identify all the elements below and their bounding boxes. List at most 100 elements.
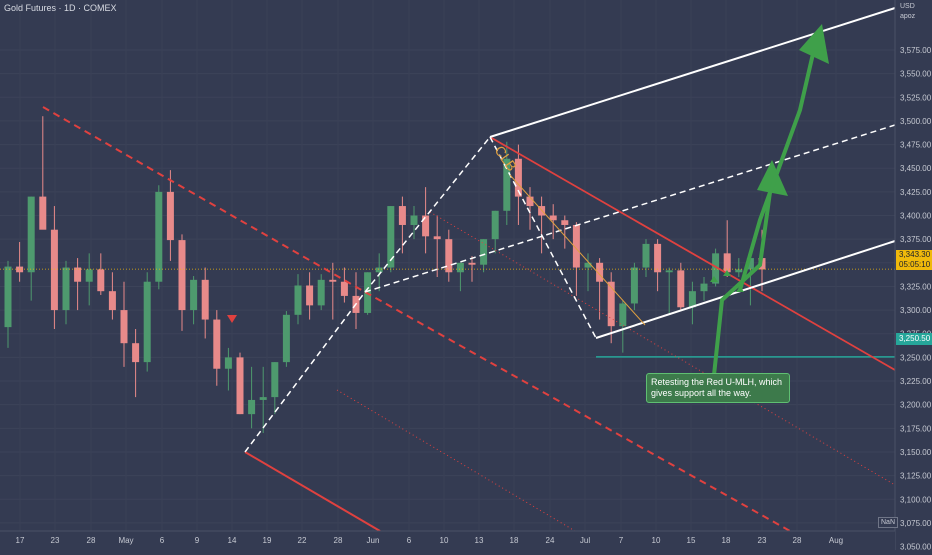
time-tick-label: 7 bbox=[619, 536, 624, 545]
candle-body bbox=[74, 267, 82, 282]
small-up-arrow bbox=[736, 286, 744, 292]
time-tick-label: 17 bbox=[16, 536, 25, 545]
candle-body bbox=[654, 243, 662, 273]
price-tick-label: 3,125.00 bbox=[900, 472, 932, 481]
time-tick-label: May bbox=[118, 536, 133, 545]
candle-body bbox=[120, 310, 128, 344]
currency-box[interactable]: USD apoz bbox=[900, 2, 930, 22]
time-tick-label: 19 bbox=[263, 536, 272, 545]
candle-body bbox=[735, 269, 743, 273]
price-tick-label: 3,225.00 bbox=[900, 377, 932, 386]
candle-body bbox=[4, 266, 12, 328]
time-tick-label: 23 bbox=[758, 536, 767, 545]
candle-body bbox=[85, 269, 93, 282]
candle-body bbox=[677, 270, 685, 308]
green-arrow-head-top bbox=[799, 24, 829, 64]
candle-body bbox=[630, 267, 638, 304]
candle-body bbox=[16, 266, 24, 273]
time-tick-label: 28 bbox=[334, 536, 343, 545]
currency-sub: apoz bbox=[900, 13, 916, 20]
candle-body bbox=[422, 215, 430, 237]
candle-body bbox=[723, 253, 731, 273]
callout-note: Retesting the Red U-MLH, which gives sup… bbox=[646, 373, 790, 403]
candle-body bbox=[456, 262, 464, 273]
candle-body bbox=[224, 357, 232, 369]
red-u-mlh-line bbox=[489, 136, 896, 371]
candle-body bbox=[514, 158, 522, 197]
candle-body bbox=[62, 267, 70, 311]
candle-body bbox=[294, 285, 302, 315]
candle-body bbox=[688, 291, 696, 308]
candle-body bbox=[178, 240, 186, 311]
candle-body bbox=[503, 158, 511, 211]
candle-body bbox=[410, 215, 418, 225]
red-fork-median-dashed bbox=[364, 291, 791, 532]
time-tick-label: 10 bbox=[652, 536, 661, 545]
candle-body bbox=[271, 362, 279, 398]
candle-body bbox=[433, 236, 441, 240]
candle-body bbox=[468, 262, 476, 265]
candle-body bbox=[619, 303, 627, 327]
red-fork-upper-dashed bbox=[42, 106, 366, 293]
currency-label: USD bbox=[900, 3, 915, 10]
green-arrow-head-mid bbox=[757, 160, 788, 196]
drawings bbox=[0, 7, 896, 532]
support-price-label: 3,250.50 bbox=[899, 334, 931, 343]
candle-body bbox=[526, 196, 534, 207]
price-tick-label: 3,550.00 bbox=[900, 70, 932, 79]
white-pivot-c bbox=[489, 136, 597, 339]
candle-body bbox=[27, 196, 35, 273]
time-tick-label: 9 bbox=[195, 536, 200, 545]
time-tick-label: 10 bbox=[440, 536, 449, 545]
time-tick-label: 6 bbox=[160, 536, 165, 545]
candle-body bbox=[108, 291, 116, 311]
time-tick-label: 6 bbox=[407, 536, 412, 545]
price-tick-label: 3,525.00 bbox=[900, 93, 932, 102]
candle-body bbox=[201, 279, 209, 320]
countdown-label: 05:05:10 bbox=[899, 260, 931, 269]
support-price-box: 3,250.50 bbox=[896, 333, 932, 345]
price-tick-label: 3,500.00 bbox=[900, 117, 932, 126]
time-axis-bg bbox=[0, 531, 895, 550]
time-tick-label: 23 bbox=[51, 536, 60, 545]
candle-body bbox=[282, 314, 290, 363]
candle-body bbox=[306, 285, 314, 306]
candle-body bbox=[549, 215, 557, 221]
price-tick-label: 3,450.00 bbox=[900, 164, 932, 173]
price-tick-label: 3,325.00 bbox=[900, 282, 932, 291]
candle-body bbox=[700, 283, 708, 292]
candle-body bbox=[166, 191, 174, 241]
price-tick-label: 3,050.00 bbox=[900, 543, 932, 550]
time-tick-label: 18 bbox=[510, 536, 519, 545]
last-price-box: 3,343.30 05:05:10 bbox=[896, 250, 932, 270]
nan-badge[interactable]: NaN bbox=[878, 517, 899, 528]
time-tick-label: 15 bbox=[687, 536, 696, 545]
price-tick-label: 3,100.00 bbox=[900, 495, 932, 504]
candle-body bbox=[213, 319, 221, 369]
candle-body bbox=[155, 191, 163, 282]
time-tick-label: 14 bbox=[228, 536, 237, 545]
price-tick-label: 3,375.00 bbox=[900, 235, 932, 244]
time-tick-label: 13 bbox=[475, 536, 484, 545]
time-axis: 17 23 28 May 6 9 14 19 22 28 Jun 6 10 13 18 24 Jul 7 10 15 1… bbox=[0, 530, 895, 550]
orange-line bbox=[509, 174, 646, 326]
time-tick-label: 24 bbox=[546, 536, 555, 545]
price-tick-label: 3,300.00 bbox=[900, 306, 932, 315]
white-median-dashed bbox=[364, 124, 896, 293]
price-tick-label: 3,475.00 bbox=[900, 141, 932, 150]
candle-body bbox=[665, 270, 673, 273]
small-up-arrow bbox=[723, 270, 731, 276]
candle-body bbox=[561, 220, 569, 225]
price-tick-label: 3,150.00 bbox=[900, 448, 932, 457]
time-tick-label: Jun bbox=[367, 536, 380, 545]
candle-body bbox=[190, 279, 198, 311]
candle-body bbox=[642, 243, 650, 268]
candle-body bbox=[259, 397, 267, 400]
candle-body bbox=[375, 267, 383, 273]
small-up-arrow bbox=[710, 276, 718, 282]
candle-body bbox=[596, 262, 604, 282]
candle-body bbox=[607, 281, 615, 327]
time-tick-label: Aug bbox=[829, 536, 843, 545]
